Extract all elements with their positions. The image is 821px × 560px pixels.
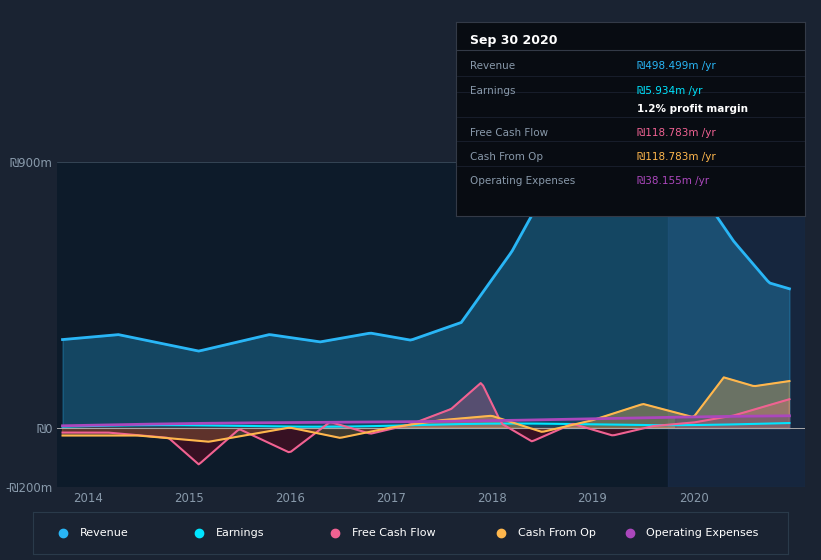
Text: ₪118.783m /yr: ₪118.783m /yr — [637, 152, 716, 162]
Bar — [668, 162, 805, 487]
Text: Free Cash Flow: Free Cash Flow — [470, 128, 548, 138]
Text: Operating Expenses: Operating Expenses — [646, 529, 759, 538]
Text: ₪498.499m /yr: ₪498.499m /yr — [637, 61, 716, 71]
Text: ₪38.155m /yr: ₪38.155m /yr — [637, 176, 709, 186]
Text: Revenue: Revenue — [80, 529, 128, 538]
Text: Earnings: Earnings — [216, 529, 264, 538]
Text: Free Cash Flow: Free Cash Flow — [351, 529, 435, 538]
Text: Earnings: Earnings — [470, 86, 515, 96]
Text: Cash From Op: Cash From Op — [518, 529, 595, 538]
Text: ₪5.934m /yr: ₪5.934m /yr — [637, 86, 703, 96]
Text: Revenue: Revenue — [470, 61, 515, 71]
Text: ₪118.783m /yr: ₪118.783m /yr — [637, 128, 716, 138]
Text: 1.2% profit margin: 1.2% profit margin — [637, 104, 748, 114]
Text: Operating Expenses: Operating Expenses — [470, 176, 575, 186]
Text: Cash From Op: Cash From Op — [470, 152, 543, 162]
Text: Sep 30 2020: Sep 30 2020 — [470, 34, 557, 47]
